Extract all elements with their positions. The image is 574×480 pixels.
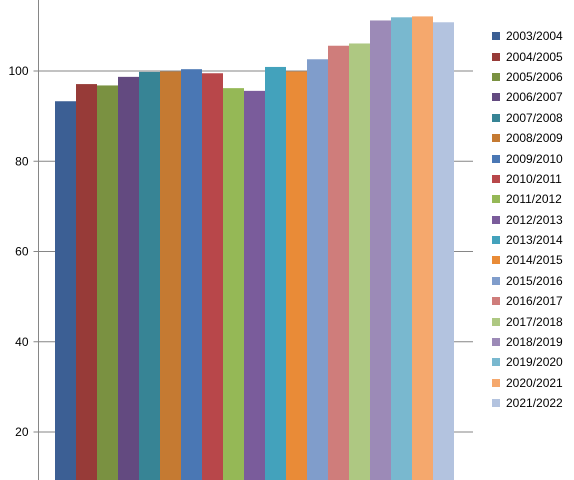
legend-label: 2017/2018 xyxy=(506,314,563,329)
legend-label: 2007/2008 xyxy=(506,110,563,125)
legend-item: 2011/2012 xyxy=(492,189,574,209)
bar-2016-2017 xyxy=(328,45,349,480)
legend-item: 2009/2010 xyxy=(492,148,574,168)
y-tick-label: 80 xyxy=(15,154,29,168)
legend-swatch xyxy=(492,317,500,326)
legend-label: 2018/2019 xyxy=(506,335,563,350)
legend-swatch xyxy=(492,32,500,41)
y-axis-ticks: 20 40 60 80 100 xyxy=(8,64,28,439)
bar-2014-2015 xyxy=(286,71,307,480)
legend-swatch xyxy=(492,297,500,306)
legend-label: 2019/2020 xyxy=(506,355,563,370)
bar-2007-2008 xyxy=(139,71,160,480)
legend: 2003/2004 2004/2005 2005/2006 2006/2007 2007… xyxy=(492,26,574,413)
legend-item: 2010/2011 xyxy=(492,169,574,189)
legend-swatch xyxy=(492,399,500,408)
legend-label: 2005/2006 xyxy=(506,69,563,84)
legend-swatch xyxy=(492,195,500,204)
bar-2021-2022 xyxy=(433,22,454,480)
legend-swatch xyxy=(492,52,500,61)
bar-2009-2010 xyxy=(181,69,202,480)
legend-swatch xyxy=(492,256,500,265)
legend-item: 2014/2015 xyxy=(492,250,574,270)
bar-2015-2016 xyxy=(307,59,328,480)
bar-2010-2011 xyxy=(202,73,223,480)
legend-item: 2018/2019 xyxy=(492,332,574,352)
legend-label: 2009/2010 xyxy=(506,151,563,166)
legend-item: 2020/2021 xyxy=(492,373,574,393)
legend-swatch xyxy=(492,378,500,387)
legend-label: 2006/2007 xyxy=(506,90,563,105)
y-tick-label: 100 xyxy=(8,64,28,78)
legend-label: 2014/2015 xyxy=(506,253,563,268)
legend-label: 2011/2012 xyxy=(506,192,562,207)
legend-item: 2021/2022 xyxy=(492,393,574,413)
legend-label: 2016/2017 xyxy=(506,294,563,309)
legend-label: 2013/2014 xyxy=(506,233,563,248)
bar-2017-2018 xyxy=(349,43,370,480)
legend-swatch xyxy=(492,276,500,285)
legend-item: 2003/2004 xyxy=(492,26,574,46)
bar-2008-2009 xyxy=(160,71,181,480)
legend-swatch xyxy=(492,134,500,143)
legend-label: 2015/2016 xyxy=(506,273,563,288)
legend-swatch xyxy=(492,72,500,81)
bar-2011-2012 xyxy=(223,88,244,480)
legend-label: 2003/2004 xyxy=(506,29,563,44)
legend-item: 2006/2007 xyxy=(492,87,574,107)
legend-item: 2019/2020 xyxy=(492,352,574,372)
bar-2005-2006 xyxy=(97,85,118,480)
legend-label: 2012/2013 xyxy=(506,212,563,227)
legend-swatch xyxy=(492,113,500,122)
bar-2018-2019 xyxy=(370,20,391,480)
bar-2004-2005 xyxy=(76,84,97,480)
bar-2012-2013 xyxy=(244,90,265,480)
bars xyxy=(55,16,454,480)
legend-swatch xyxy=(492,338,500,347)
bar-2019-2020 xyxy=(391,17,412,480)
y-tick-label: 40 xyxy=(15,335,29,349)
legend-item: 2017/2018 xyxy=(492,311,574,331)
legend-item: 2015/2016 xyxy=(492,271,574,291)
legend-label: 2010/2011 xyxy=(506,171,562,186)
legend-item: 2016/2017 xyxy=(492,291,574,311)
legend-item: 2013/2014 xyxy=(492,230,574,250)
legend-item: 2008/2009 xyxy=(492,128,574,148)
y-tick-label: 60 xyxy=(15,245,29,259)
legend-label: 2020/2021 xyxy=(506,375,563,390)
legend-swatch xyxy=(492,215,500,224)
legend-label: 2008/2009 xyxy=(506,131,563,146)
bar-2013-2014 xyxy=(265,66,286,480)
bar-2003-2004 xyxy=(55,101,76,480)
legend-label: 2021/2022 xyxy=(506,396,563,411)
legend-swatch xyxy=(492,93,500,102)
legend-item: 2004/2005 xyxy=(492,46,574,66)
bar-2006-2007 xyxy=(118,76,139,480)
legend-swatch xyxy=(492,154,500,163)
bar-2020-2021 xyxy=(412,16,433,480)
legend-item: 2005/2006 xyxy=(492,67,574,87)
legend-swatch xyxy=(492,236,500,245)
legend-swatch xyxy=(492,174,500,183)
legend-swatch xyxy=(492,358,500,367)
legend-label: 2004/2005 xyxy=(506,49,563,64)
legend-item: 2007/2008 xyxy=(492,108,574,128)
y-tick-label: 20 xyxy=(15,425,29,439)
legend-item: 2012/2013 xyxy=(492,210,574,230)
